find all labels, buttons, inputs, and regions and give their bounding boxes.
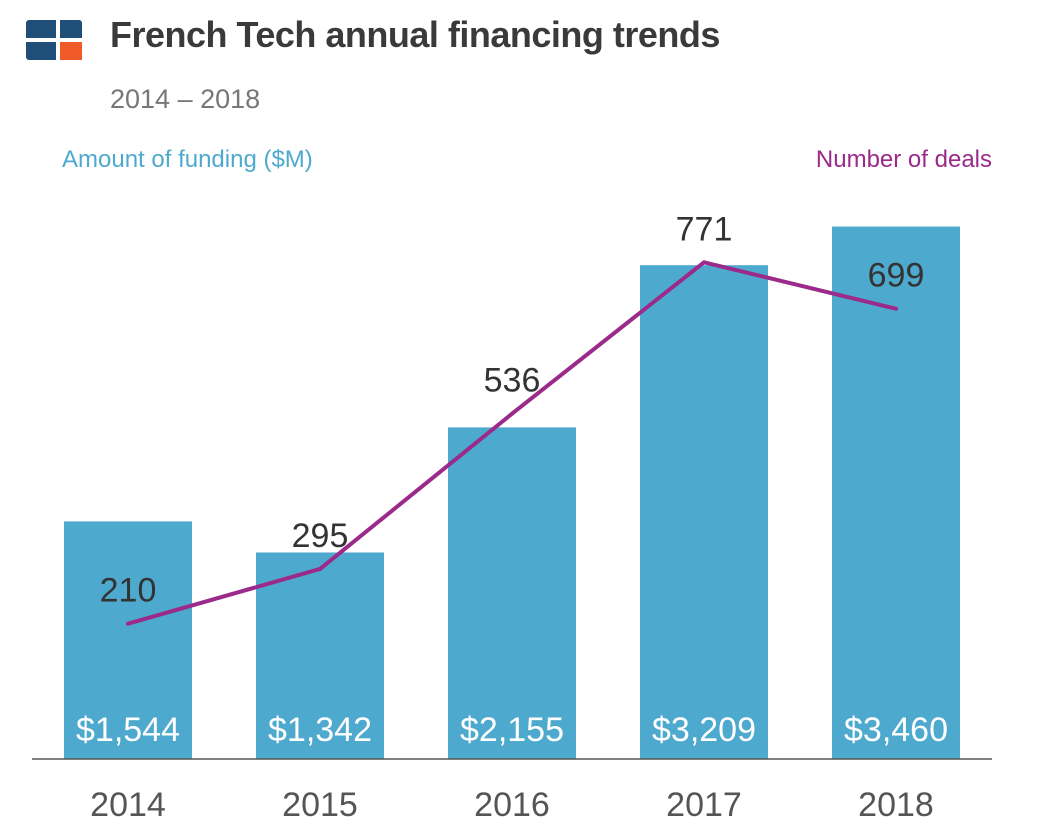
deals-point-2016 <box>510 411 514 416</box>
funding-axis-label: Amount of funding ($M) <box>62 146 313 173</box>
logo-icon <box>26 20 82 60</box>
x-tick-label-2016: 2016 <box>474 786 550 824</box>
bar-2018 <box>832 226 960 760</box>
x-tick-label-2018: 2018 <box>858 786 934 824</box>
deals-point-2015 <box>318 566 322 571</box>
bar-2014 <box>64 521 192 759</box>
deals-value-label-2017: 771 <box>676 210 733 248</box>
x-tick-label-2014: 2014 <box>90 786 166 824</box>
deals-point-2014 <box>126 621 130 626</box>
deals-value-label-2015: 295 <box>292 517 349 555</box>
deals-value-label-2016: 536 <box>484 362 541 400</box>
x-tick-label-2015: 2015 <box>282 786 358 824</box>
bar-2017 <box>640 265 768 759</box>
deals-point-2018 <box>894 306 898 311</box>
deals-value-label-2018: 699 <box>868 257 925 295</box>
chart-title: French Tech annual financing trends <box>110 14 720 55</box>
bar-2016 <box>448 427 576 759</box>
chart-subtitle: 2014 – 2018 <box>110 84 261 114</box>
deals-axis-label: Number of deals <box>815 146 992 173</box>
bar-value-label-2017: $3,209 <box>652 711 756 749</box>
bar-value-label-2018: $3,460 <box>844 711 948 749</box>
deals-value-label-2014: 210 <box>100 572 157 610</box>
bar-value-label-2014: $1,544 <box>76 711 180 749</box>
bar-2015 <box>256 552 384 759</box>
x-tick-label-2017: 2017 <box>666 786 742 824</box>
bar-value-label-2016: $2,155 <box>460 711 564 749</box>
deals-point-2017 <box>702 260 706 265</box>
bar-value-label-2015: $1,342 <box>268 711 372 749</box>
